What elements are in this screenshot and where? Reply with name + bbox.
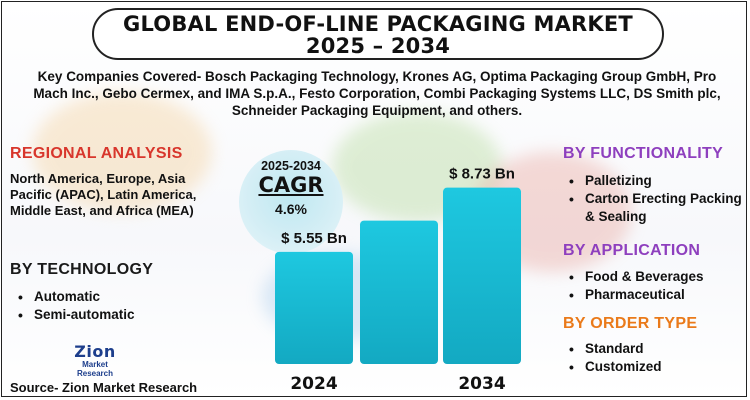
- source-note: Source- Zion Market Research: [10, 380, 198, 395]
- world-map-decoration: [32, 92, 212, 212]
- cagr-label: CAGR: [258, 173, 324, 197]
- bar-2024: [275, 251, 353, 364]
- title-banner: GLOBAL END-OF-LINE PACKAGING MARKET 2025…: [92, 8, 664, 60]
- technology-heading: BY TECHNOLOGY: [10, 261, 154, 278]
- list-item: Pharmaceutical: [565, 286, 745, 304]
- application-list: Food & Beverages Pharmaceutical: [565, 268, 745, 304]
- x-tick-label: 2024: [290, 374, 337, 394]
- functionality-list: Palletizing Carton Erecting Packing & Se…: [565, 172, 745, 226]
- functionality-heading: BY FUNCTIONALITY: [563, 145, 724, 162]
- cagr-badge: 2025-2034 CAGR 4.6%: [239, 150, 343, 254]
- logo-subtitle: Market Research: [76, 360, 114, 378]
- regional-analysis-heading: REGIONAL ANALYSIS: [10, 145, 183, 162]
- page-title-years: 2025 – 2034: [305, 34, 451, 58]
- page-title: GLOBAL END-OF-LINE PACKAGING MARKET: [123, 12, 633, 36]
- list-item: Palletizing: [565, 172, 745, 190]
- x-tick-label: 2034: [458, 374, 505, 394]
- technology-list: Automatic Semi-automatic: [14, 288, 214, 324]
- data-label: $ 5.55 Bn: [281, 230, 347, 247]
- list-item: Customized: [565, 358, 745, 376]
- logo-name: Zion: [74, 342, 116, 361]
- order-type-list: Standard Customized: [565, 340, 745, 376]
- list-item: Carton Erecting Packing & Sealing: [565, 190, 745, 226]
- list-item: Food & Beverages: [565, 268, 745, 286]
- key-companies-text: Key Companies Covered- Bosch Packaging T…: [33, 69, 721, 118]
- list-item: Semi-automatic: [14, 306, 214, 324]
- bar-middle: [360, 220, 438, 364]
- cagr-period: 2025-2034: [261, 159, 321, 173]
- application-heading: BY APPLICATION: [563, 242, 701, 259]
- order-type-heading: BY ORDER TYPE: [563, 315, 698, 332]
- bar-2034: [443, 187, 521, 364]
- list-item: Automatic: [14, 288, 214, 306]
- regional-analysis-text: North America, Europe, Asia Pacific (APA…: [10, 171, 197, 218]
- zion-logo: Zion Market Research: [66, 342, 124, 379]
- list-item: Standard: [565, 340, 745, 358]
- data-label: $ 8.73 Bn: [449, 166, 515, 183]
- cagr-value: 4.6%: [275, 201, 307, 217]
